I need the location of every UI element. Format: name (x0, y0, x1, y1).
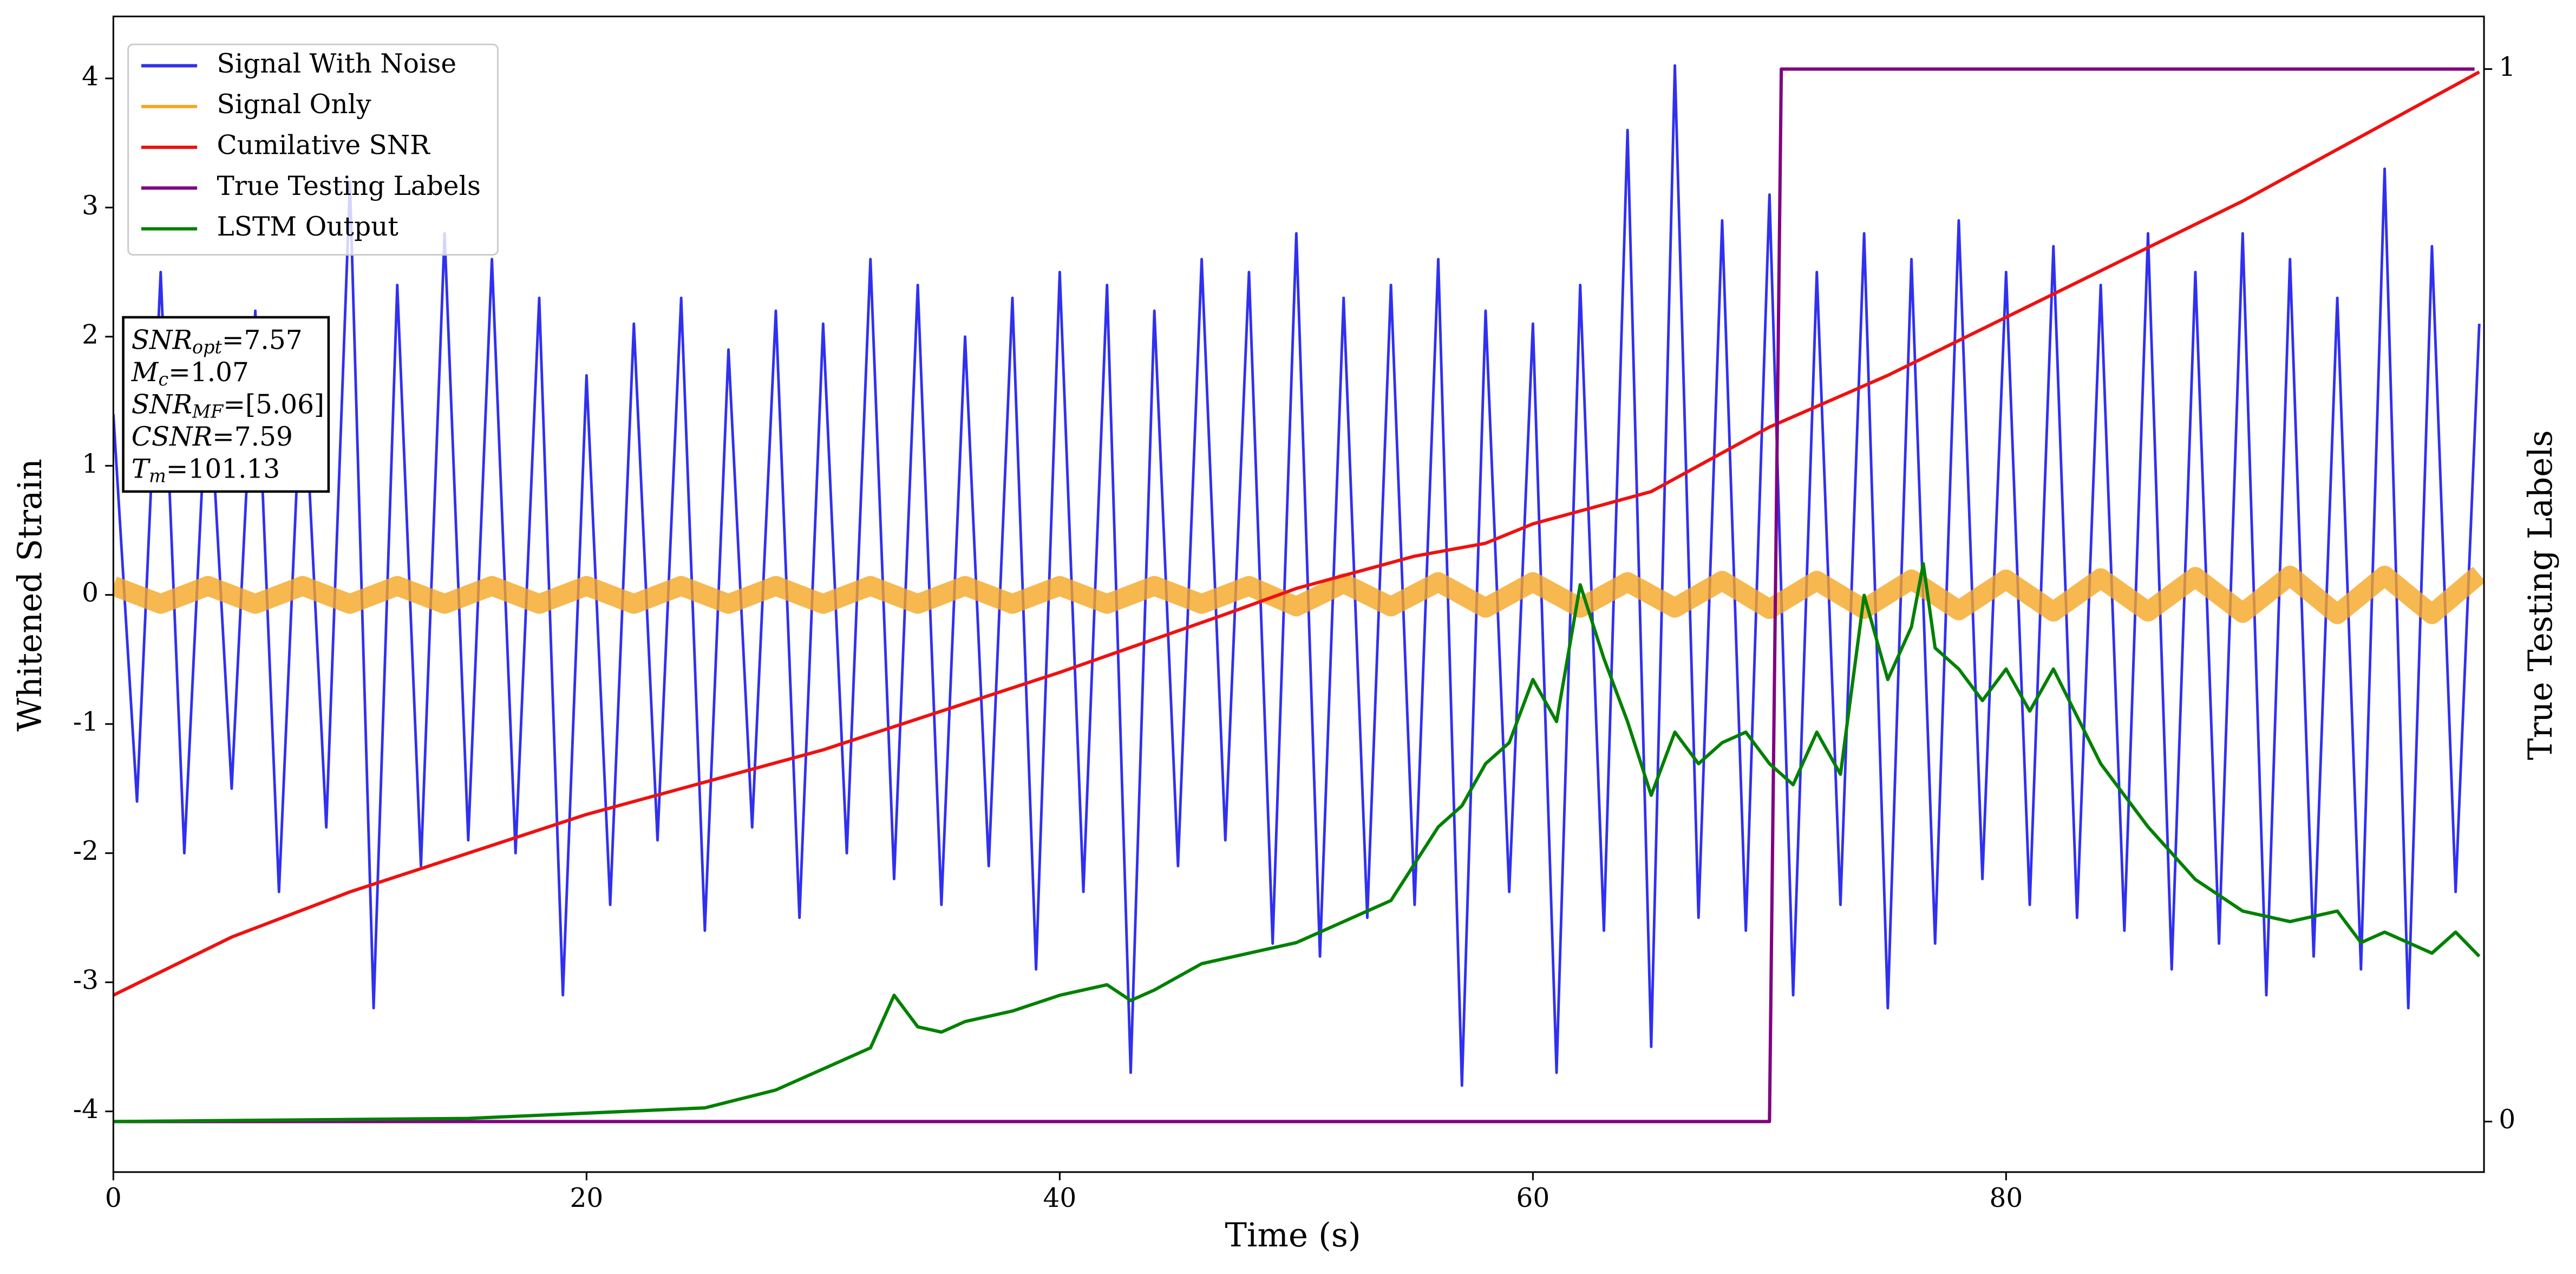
annotation-subscript: c (158, 369, 168, 390)
annotation-value: =7.57 (222, 325, 303, 355)
annotation-line: SNRopt=7.57 (132, 325, 303, 358)
y-tick-label: -4 (73, 1094, 99, 1125)
annotation-symbol: SNR (132, 325, 192, 355)
annotation-line: Mc=1.07 (131, 357, 249, 390)
y-tick-label: 1 (82, 449, 99, 479)
series-line (113, 562, 2481, 1123)
legend-label: Cumilative SNR (217, 130, 431, 161)
series-line (113, 67, 2475, 1123)
annotation-value: =1.07 (168, 357, 249, 388)
x-tick-label: 40 (1043, 1183, 1076, 1213)
annotation-box (122, 316, 330, 493)
annotation-subscript: opt (192, 337, 222, 358)
y-tick-label: -2 (73, 836, 99, 866)
y2-tick-label: 0 (2499, 1105, 2515, 1135)
plot-area (113, 64, 2485, 1123)
legend-label: Signal Only (217, 89, 372, 120)
y-tick-label: -1 (73, 707, 99, 737)
x-tick-label: 0 (105, 1183, 122, 1213)
series-line (113, 565, 2485, 624)
annotation-subscript: MF (192, 401, 224, 422)
x-axis-label: Time (s) (1225, 1217, 1361, 1255)
annotation-value: =[5.06] (223, 389, 324, 420)
annotation-symbol: CSNR (132, 422, 212, 452)
y-tick-label: -3 (73, 965, 99, 996)
annotation-line: SNRMF=[5.06] (132, 389, 324, 422)
y-tick-label: 0 (82, 578, 99, 608)
annotation-value: =7.59 (212, 422, 293, 452)
y-tick-label: 2 (82, 319, 99, 350)
x-tick-label: 60 (1516, 1183, 1549, 1213)
y2-axis-label: True Testing Labels (2522, 430, 2560, 760)
annotation-line: CSNR=7.59 (132, 422, 293, 452)
legend-label: True Testing Labels (217, 171, 481, 201)
y-tick-label: 4 (82, 61, 99, 92)
series-line (113, 70, 2480, 997)
x-tick-label: 80 (1989, 1183, 2023, 1213)
annotation-symbol: SNR (132, 389, 192, 420)
legend-label: Signal With Noise (217, 49, 457, 79)
annotation-line: Tm=101.13 (132, 454, 280, 487)
y-axis-label: Whitened Strain (11, 459, 49, 731)
annotation-value: =101.13 (166, 454, 280, 484)
x-tick-label: 20 (570, 1183, 603, 1213)
y2-tick-label: 1 (2499, 52, 2515, 82)
y-tick-label: 3 (82, 191, 99, 221)
series-line (113, 64, 2481, 1087)
annotation-symbol: T (132, 454, 151, 484)
legend-box (127, 43, 499, 256)
annotation-subscript: m (149, 466, 166, 487)
legend-label: LSTM Output (217, 212, 399, 242)
annotation-symbol: M (131, 357, 159, 388)
